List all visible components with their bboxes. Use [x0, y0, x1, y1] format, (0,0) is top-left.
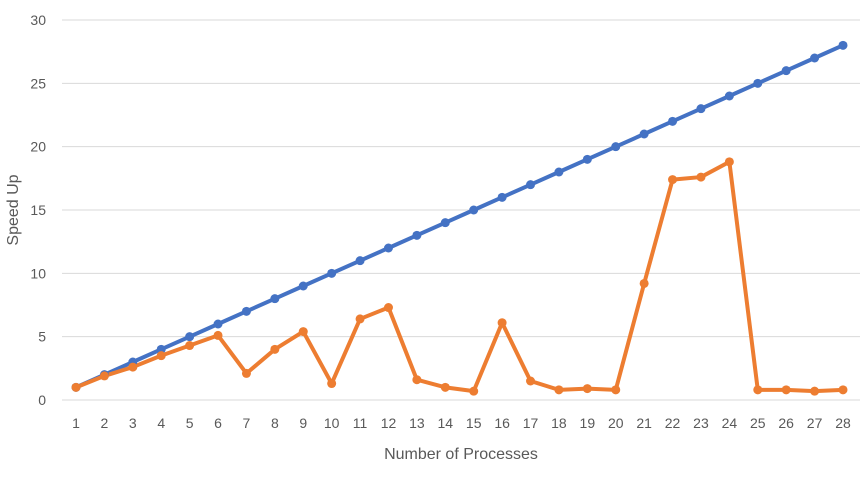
data-point-actual-11	[355, 314, 365, 324]
data-point-actual-27	[810, 386, 820, 396]
y-tick-labels: 0 5 10 15 20 25 30	[30, 12, 46, 408]
x-tick-label-26: 26	[778, 415, 794, 431]
data-point-actual-22	[668, 175, 678, 185]
data-point-actual-15	[469, 386, 479, 396]
y-tick-label-30: 30	[30, 12, 46, 28]
data-point-actual-17	[526, 376, 536, 386]
data-point-ideal-26	[781, 66, 791, 76]
data-point-actual-8	[270, 344, 280, 354]
x-axis-title: Number of Processes	[384, 446, 538, 463]
data-point-actual-9	[298, 327, 308, 337]
x-tick-label-27: 27	[807, 415, 823, 431]
data-point-ideal-10	[327, 268, 337, 278]
x-tick-label-1: 1	[72, 415, 80, 431]
data-point-actual-18	[554, 385, 564, 395]
data-point-ideal-5	[185, 332, 195, 342]
x-tick-label-25: 25	[750, 415, 766, 431]
x-tick-label-19: 19	[580, 415, 596, 431]
data-point-actual-19	[582, 384, 592, 394]
data-point-actual-23	[696, 172, 706, 182]
x-tick-label-28: 28	[835, 415, 851, 431]
data-point-ideal-25	[753, 78, 763, 88]
data-point-ideal-21	[639, 129, 649, 139]
data-point-ideal-19	[582, 154, 592, 164]
data-point-ideal-4	[156, 344, 166, 354]
data-point-ideal-9	[298, 281, 308, 291]
x-tick-label-24: 24	[722, 415, 738, 431]
x-tick-label-22: 22	[665, 415, 681, 431]
y-tick-label-10: 10	[30, 265, 46, 281]
data-point-ideal-28	[838, 40, 848, 50]
data-point-actual-13	[412, 375, 422, 385]
data-point-ideal-18	[554, 167, 564, 177]
data-point-ideal-22	[668, 116, 678, 126]
series-lines	[74, 43, 845, 394]
data-point-actual-25	[753, 385, 763, 395]
data-point-actual-12	[383, 303, 393, 313]
data-point-actual-1	[71, 382, 81, 392]
data-point-ideal-24	[724, 91, 734, 101]
data-point-actual-5	[185, 341, 195, 351]
data-point-ideal-8	[270, 294, 280, 304]
data-point-ideal-13	[412, 230, 422, 240]
data-point-ideal-20	[611, 142, 621, 152]
data-point-actual-4	[156, 351, 166, 361]
data-point-actual-3	[128, 362, 138, 372]
data-point-ideal-27	[810, 53, 820, 63]
x-tick-label-3: 3	[129, 415, 137, 431]
y-tick-label-0: 0	[38, 392, 46, 408]
series-points	[71, 40, 848, 396]
y-axis-title: Speed Up	[5, 174, 22, 245]
y-tick-label-5: 5	[38, 329, 46, 345]
x-tick-label-23: 23	[693, 415, 709, 431]
data-point-ideal-7	[241, 306, 251, 316]
data-point-ideal-11	[355, 256, 365, 266]
data-point-ideal-6	[213, 319, 223, 329]
data-point-actual-24	[724, 157, 734, 167]
x-tick-label-7: 7	[243, 415, 251, 431]
data-point-actual-28	[838, 385, 848, 395]
data-point-ideal-12	[383, 243, 393, 253]
x-tick-label-12: 12	[381, 415, 397, 431]
data-point-actual-6	[213, 330, 223, 340]
x-tick-label-5: 5	[186, 415, 194, 431]
x-tick-label-10: 10	[324, 415, 340, 431]
data-point-actual-7	[241, 368, 251, 378]
x-tick-label-4: 4	[157, 415, 165, 431]
x-tick-label-21: 21	[636, 415, 652, 431]
data-point-ideal-14	[440, 218, 450, 228]
x-tick-label-18: 18	[551, 415, 567, 431]
data-point-ideal-23	[696, 104, 706, 114]
x-tick-label-13: 13	[409, 415, 425, 431]
data-point-actual-26	[781, 385, 791, 395]
x-tick-labels: 1 2 3 4 5 6 7 8 9 10 11 12 13 14 15 16 17 18 19 20 21 22 23 24 2…	[72, 415, 851, 431]
data-point-actual-21	[639, 278, 649, 288]
series-line-actual	[74, 159, 845, 394]
y-tick-label-20: 20	[30, 139, 46, 155]
x-tick-label-6: 6	[214, 415, 222, 431]
x-tick-label-17: 17	[523, 415, 539, 431]
x-tick-label-14: 14	[438, 415, 454, 431]
data-point-actual-16	[497, 318, 507, 328]
y-tick-label-25: 25	[30, 75, 46, 91]
y-tick-label-15: 15	[30, 202, 46, 218]
data-point-ideal-17	[526, 180, 536, 190]
data-point-ideal-16	[497, 192, 507, 202]
data-point-actual-2	[99, 371, 109, 381]
data-point-ideal-15	[469, 205, 479, 215]
data-point-actual-10	[327, 379, 337, 389]
x-tick-label-9: 9	[299, 415, 307, 431]
data-point-actual-20	[611, 385, 621, 395]
data-point-actual-14	[440, 382, 450, 392]
x-tick-label-2: 2	[101, 415, 109, 431]
x-tick-label-11: 11	[353, 415, 368, 431]
x-tick-label-16: 16	[494, 415, 510, 431]
x-tick-label-15: 15	[466, 415, 482, 431]
x-tick-label-8: 8	[271, 415, 279, 431]
gridlines	[62, 19, 860, 401]
series-line-ideal	[74, 43, 845, 390]
x-tick-label-20: 20	[608, 415, 624, 431]
